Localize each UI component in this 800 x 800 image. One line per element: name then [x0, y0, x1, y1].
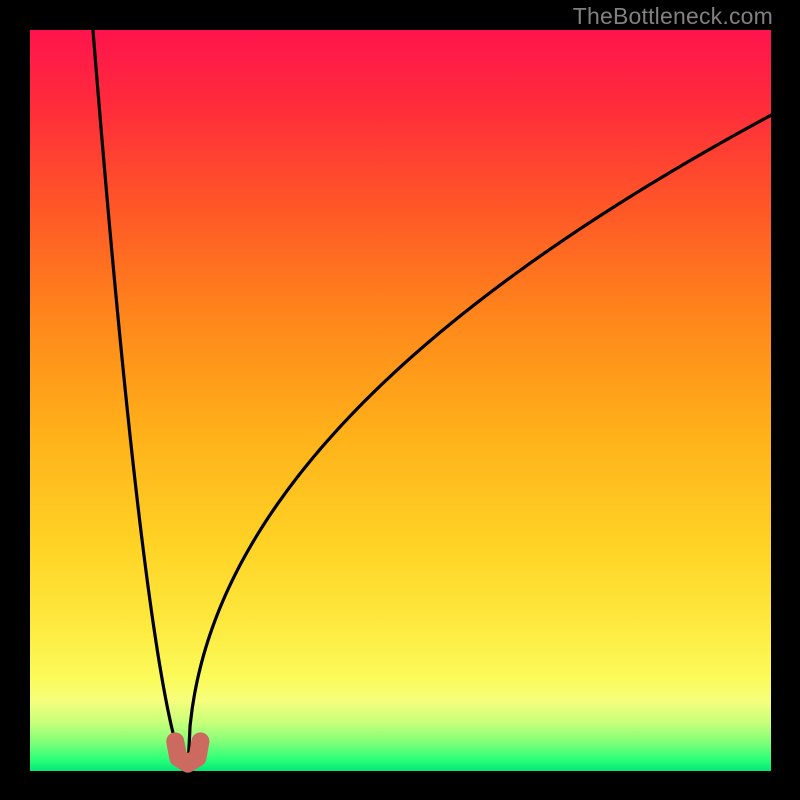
watermark-text: TheBottleneck.com: [573, 3, 773, 30]
bottleneck-curve-svg: [30, 30, 771, 771]
bottleneck-curve: [93, 30, 771, 771]
plot-area: [30, 30, 771, 771]
